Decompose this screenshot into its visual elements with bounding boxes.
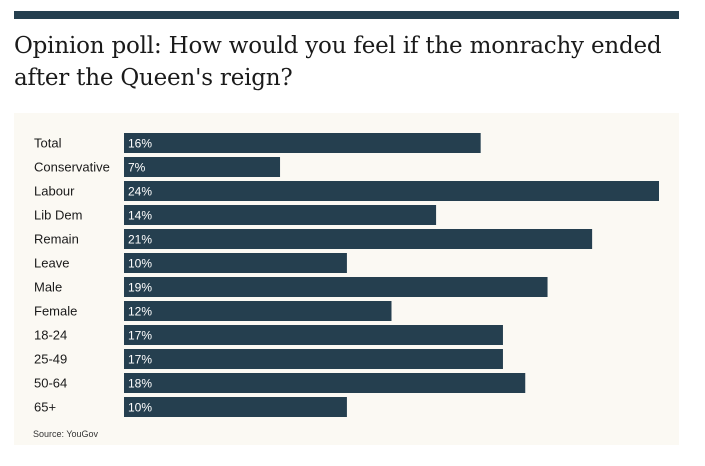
chart-title: Opinion poll: How would you feel if the … — [14, 33, 662, 91]
category-label: Female — [34, 304, 77, 319]
bar — [124, 181, 659, 201]
top-rule — [14, 11, 679, 19]
chart-panel: Total 16% Conservative 7% Labour 24% Lib Dem 14… — [14, 113, 679, 445]
bar — [124, 325, 503, 345]
value-label: 10% — [128, 401, 152, 415]
bar — [124, 277, 548, 297]
value-label: 19% — [128, 281, 152, 295]
value-label: 12% — [128, 305, 152, 319]
category-label: 65+ — [34, 400, 56, 415]
value-label: 24% — [128, 185, 152, 199]
bar — [124, 229, 593, 249]
category-label: Leave — [34, 256, 69, 271]
value-label: 7% — [128, 161, 146, 175]
category-label: Conservative — [34, 160, 110, 175]
category-label: Remain — [34, 232, 79, 247]
category-label: Lib Dem — [34, 208, 82, 223]
category-label: 18-24 — [34, 328, 67, 343]
value-label: 18% — [128, 377, 152, 391]
value-label: 10% — [128, 257, 152, 271]
bar — [124, 373, 526, 393]
bar — [124, 301, 392, 321]
value-label: 16% — [128, 137, 152, 151]
value-label: 14% — [128, 209, 152, 223]
bar — [124, 157, 281, 177]
category-label: Total — [34, 136, 62, 151]
value-label: 21% — [128, 233, 152, 247]
value-label: 17% — [128, 353, 152, 367]
category-label: 50-64 — [34, 376, 67, 391]
bar — [124, 349, 503, 369]
category-label: Male — [34, 280, 62, 295]
bar-chart: Total 16% Conservative 7% Labour 24% Lib Dem 14… — [34, 133, 659, 417]
bar — [124, 253, 347, 273]
bar — [124, 397, 347, 417]
bar — [124, 205, 437, 225]
category-label: 25-49 — [34, 352, 67, 367]
category-label: Labour — [34, 184, 75, 199]
source-note: Source: YouGov — [33, 429, 99, 439]
bar — [124, 133, 481, 153]
value-label: 17% — [128, 329, 152, 343]
